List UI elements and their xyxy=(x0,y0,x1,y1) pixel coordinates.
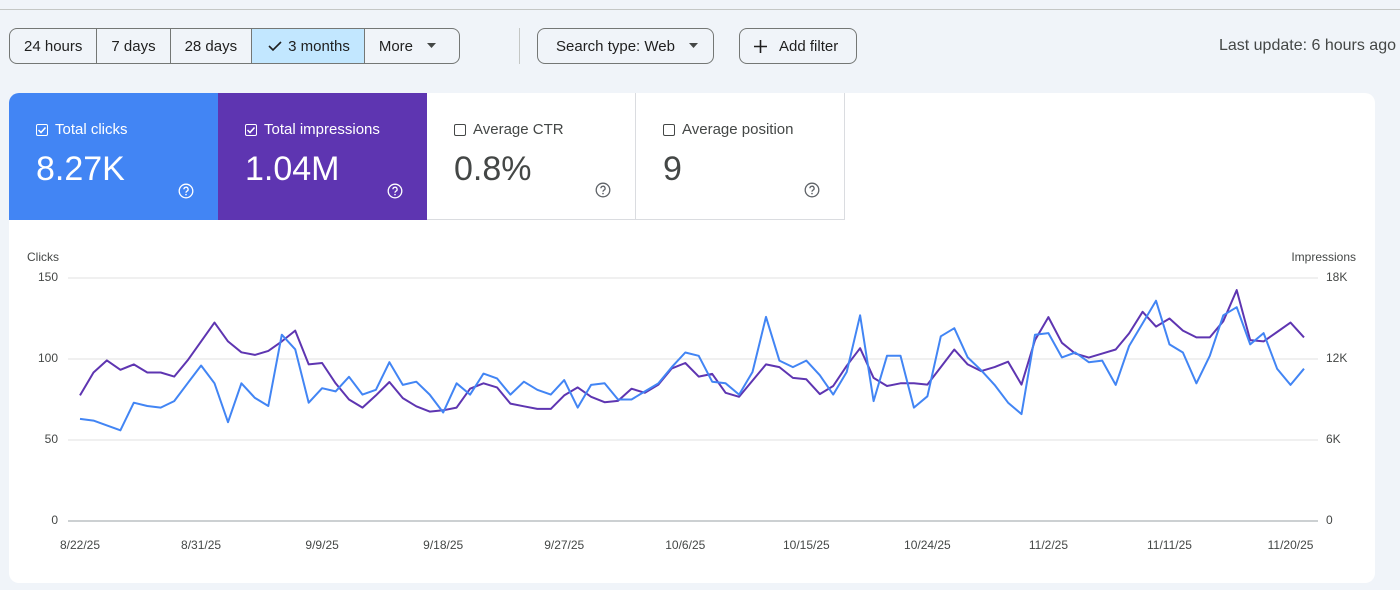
help-icon xyxy=(804,182,820,203)
metric-tile[interactable]: Total clicks 8.27K xyxy=(9,93,218,220)
x-tick-label: 8/31/25 xyxy=(181,538,221,552)
range-label: More xyxy=(378,37,414,55)
metric-label: Average position xyxy=(682,121,794,138)
x-tick-label: 11/20/25 xyxy=(1268,538,1314,552)
metric-label-row: Average position xyxy=(663,121,844,138)
metric-label-row: Total clicks xyxy=(36,121,218,138)
range-label: 28 days xyxy=(184,37,238,55)
y2-tick-label: 0 xyxy=(1326,513,1333,527)
x-tick-label: 10/15/25 xyxy=(783,538,830,552)
y-tick-label: 0 xyxy=(51,513,58,527)
add-filter-label: Add filter xyxy=(779,37,839,55)
caret xyxy=(427,43,437,48)
x-tick-label: 8/22/25 xyxy=(60,538,100,552)
x-tick-label: 9/18/25 xyxy=(423,538,463,552)
check-icon xyxy=(268,41,282,52)
more-button[interactable]: More xyxy=(365,29,459,63)
checkbox xyxy=(36,123,48,136)
metric-tile[interactable]: Total impressions 1.04M xyxy=(218,93,427,220)
help-icon xyxy=(387,183,403,204)
metric-value: 9 xyxy=(663,150,682,188)
add-filter[interactable]: Add filter xyxy=(739,28,858,64)
y2-axis-label: Impressions xyxy=(1291,250,1356,264)
metric-value: 1.04M xyxy=(245,150,340,188)
x-tick-label: 11/2/25 xyxy=(1029,538,1068,552)
metric-tile[interactable]: Average position 9 xyxy=(636,93,845,220)
performance-card: Total clicks 8.27K Total impressions 1.04M A… xyxy=(9,93,1375,583)
y2-tick-label: 18K xyxy=(1326,270,1347,284)
metric-label: Average CTR xyxy=(473,121,564,138)
series-line xyxy=(79,299,1305,432)
last-update: Last update: 6 hours ago xyxy=(1218,37,1396,54)
y-tick-label: 50 xyxy=(45,432,59,446)
x-tick-label: 9/9/25 xyxy=(305,538,339,552)
help-icon xyxy=(595,182,611,203)
series-line xyxy=(79,289,1305,413)
caret xyxy=(688,43,698,48)
range-label: 3 months xyxy=(288,37,350,55)
y-axis-label: Clicks xyxy=(27,250,59,264)
search-type[interactable]: Search type: Web xyxy=(537,28,714,64)
checkmark xyxy=(37,126,47,134)
range-label: 7 days xyxy=(111,37,156,55)
metric-label: Total impressions xyxy=(264,121,380,138)
checkbox xyxy=(245,123,257,136)
help-glyph xyxy=(387,183,403,199)
date-range-group: 24 hours 7 days 28 days 3 months More xyxy=(9,28,461,64)
checkmark xyxy=(246,126,256,134)
metric-value: 0.8% xyxy=(454,150,532,188)
y2-tick-label: 12K xyxy=(1326,351,1347,365)
search-type-label: Search type: Web xyxy=(556,37,675,55)
y-tick-label: 100 xyxy=(38,351,58,365)
range-button[interactable]: 7 days xyxy=(97,29,171,63)
range-button[interactable]: 28 days xyxy=(171,29,253,63)
range-label: 24 hours xyxy=(24,37,83,55)
x-tick-label: 11/11/25 xyxy=(1147,538,1192,552)
x-tick-label: 10/6/25 xyxy=(665,538,705,552)
y-tick-label: 150 xyxy=(38,270,58,284)
plus-icon xyxy=(754,39,767,53)
separator xyxy=(519,28,520,64)
checkbox xyxy=(663,123,675,136)
help-glyph xyxy=(595,182,611,198)
help-icon xyxy=(178,183,194,204)
help-glyph xyxy=(178,183,194,199)
range-button[interactable]: 24 hours xyxy=(10,29,98,63)
x-tick-label: 10/24/25 xyxy=(904,538,951,552)
x-tick-label: 9/27/25 xyxy=(544,538,584,552)
y2-tick-label: 6K xyxy=(1326,432,1341,446)
metric-label-row: Average CTR xyxy=(454,121,635,138)
checkbox xyxy=(454,123,466,136)
metric-tile[interactable]: Average CTR 0.8% xyxy=(427,93,636,220)
divider xyxy=(0,9,1400,10)
metric-label-row: Total impressions xyxy=(245,121,427,138)
metric-label: Total clicks xyxy=(55,121,128,138)
metric-value: 8.27K xyxy=(36,150,125,188)
range-button[interactable]: 3 months xyxy=(252,29,365,63)
help-glyph xyxy=(804,182,820,198)
